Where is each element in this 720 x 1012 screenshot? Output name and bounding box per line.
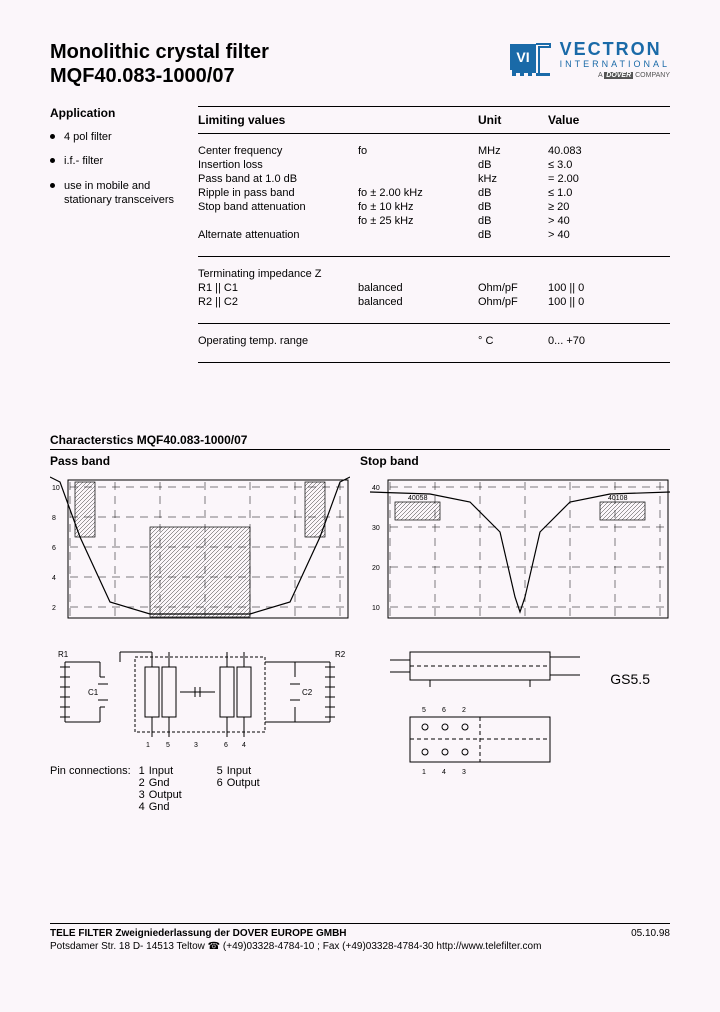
svg-text:R1: R1 <box>58 650 69 659</box>
col-header: Value <box>548 113 670 127</box>
spec-row: fo ± 25 kHzdB> 40 <box>198 214 670 228</box>
svg-text:40: 40 <box>372 485 380 492</box>
spec-row: Alternate attenuationdB> 40 <box>198 228 670 242</box>
svg-text:3: 3 <box>462 769 466 776</box>
svg-text:4: 4 <box>242 742 246 749</box>
svg-text:5: 5 <box>422 707 426 714</box>
svg-text:20: 20 <box>372 565 380 572</box>
svg-text:2: 2 <box>462 707 466 714</box>
svg-text:6: 6 <box>442 707 446 714</box>
svg-text:1: 1 <box>422 769 426 776</box>
spec-row: Terminating impedance Z <box>198 267 670 281</box>
col-header: Limiting values <box>198 113 358 127</box>
characteristics-title: Characterstics MQF40.083-1000/07 <box>50 433 670 449</box>
logo-tagline: A DOVER COMPANY <box>560 72 670 79</box>
spec-row: Stop band attenuationfo ± 10 kHzdB≥ 20 <box>198 200 670 214</box>
svg-text:40058: 40058 <box>408 495 428 502</box>
passband-label: Pass band <box>50 454 360 468</box>
spec-row: Ripple in pass bandfo ± 2.00 kHzdB≤ 1.0 <box>198 186 670 200</box>
specifications-table: Limiting values Unit Value Center freque… <box>198 106 670 363</box>
pin-row: 5Input <box>213 765 287 777</box>
svg-text:VI: VI <box>516 49 529 65</box>
spec-row: Insertion lossdB≤ 3.0 <box>198 158 670 172</box>
pin-row: 4Gnd <box>135 801 209 813</box>
svg-text:C2: C2 <box>302 688 313 697</box>
svg-text:10: 10 <box>52 485 60 492</box>
spec-row: R2 || C2balancedOhm/pF100 || 0 <box>198 295 670 309</box>
spec-row: R1 || C1balancedOhm/pF100 || 0 <box>198 281 670 295</box>
svg-text:3: 3 <box>194 742 198 749</box>
svg-text:1: 1 <box>146 742 150 749</box>
pin-row: 3Output <box>135 789 209 801</box>
circuit-diagram: C1 R1 C2 <box>50 642 350 813</box>
application-sidebar: Application 4 pol filter i.f.- filter us… <box>50 106 180 363</box>
svg-text:R2: R2 <box>335 650 346 659</box>
pin-row: 1Input <box>135 765 209 777</box>
footer-date: 05.10.98 <box>631 928 670 939</box>
svg-text:10: 10 <box>372 605 380 612</box>
spec-row: Center frequencyfoMHz40.083 <box>198 144 670 158</box>
company-logo: VI VECTRON INTERNATIONAL A DOVER COMPANY <box>510 40 670 80</box>
svg-text:6: 6 <box>224 742 228 749</box>
title-line2: MQF40.083-1000/07 <box>50 65 235 87</box>
package-label: GS5.5 <box>370 671 670 687</box>
pin-row: 2Gnd <box>135 777 209 789</box>
document-title: Monolithic crystal filter MQF40.083-1000… <box>50 40 269 88</box>
svg-text:40108: 40108 <box>608 495 628 502</box>
list-item: 4 pol filter <box>50 130 180 144</box>
pin-heading: Pin connections: <box>50 765 131 813</box>
passband-chart: 10 8 6 4 2 <box>50 472 350 622</box>
list-item: i.f.- filter <box>50 154 180 168</box>
svg-text:4: 4 <box>442 769 446 776</box>
stopband-chart: 40 30 20 10 40058 40108 <box>370 472 670 622</box>
spec-row: Pass band at 1.0 dBkHz= 2.00 <box>198 172 670 186</box>
page-footer: TELE FILTER Zweigniederlassung der DOVER… <box>50 923 670 952</box>
application-list: 4 pol filter i.f.- filter use in mobile … <box>50 130 180 207</box>
svg-text:8: 8 <box>52 515 56 522</box>
title-line1: Monolithic crystal filter <box>50 41 269 63</box>
col-header: Unit <box>478 113 548 127</box>
svg-text:4: 4 <box>52 575 56 582</box>
vi-logo-icon: VI <box>510 40 554 80</box>
logo-subtitle: INTERNATIONAL <box>560 60 670 69</box>
svg-text:5: 5 <box>166 742 170 749</box>
package-diagram: 5 6 2 1 4 3 GS5.5 <box>370 642 670 813</box>
stopband-label: Stop band <box>360 454 419 468</box>
logo-name: VECTRON <box>560 40 670 58</box>
svg-text:2: 2 <box>52 605 56 612</box>
pin-connections: Pin connections: 1Input2Gnd3Output4Gnd 5… <box>50 765 350 813</box>
spec-row: Operating temp. range° C0... +70 <box>198 334 670 348</box>
footer-company: TELE FILTER Zweigniederlassung der DOVER… <box>50 928 347 939</box>
list-item: use in mobile and stationary transceiver… <box>50 179 180 208</box>
svg-text:C1: C1 <box>88 688 99 697</box>
footer-address: Potsdamer Str. 18 D- 14513 Teltow ☎ (+49… <box>50 941 670 952</box>
pin-row: 6Output <box>213 777 287 789</box>
application-heading: Application <box>50 106 180 120</box>
svg-text:6: 6 <box>52 545 56 552</box>
svg-text:30: 30 <box>372 525 380 532</box>
